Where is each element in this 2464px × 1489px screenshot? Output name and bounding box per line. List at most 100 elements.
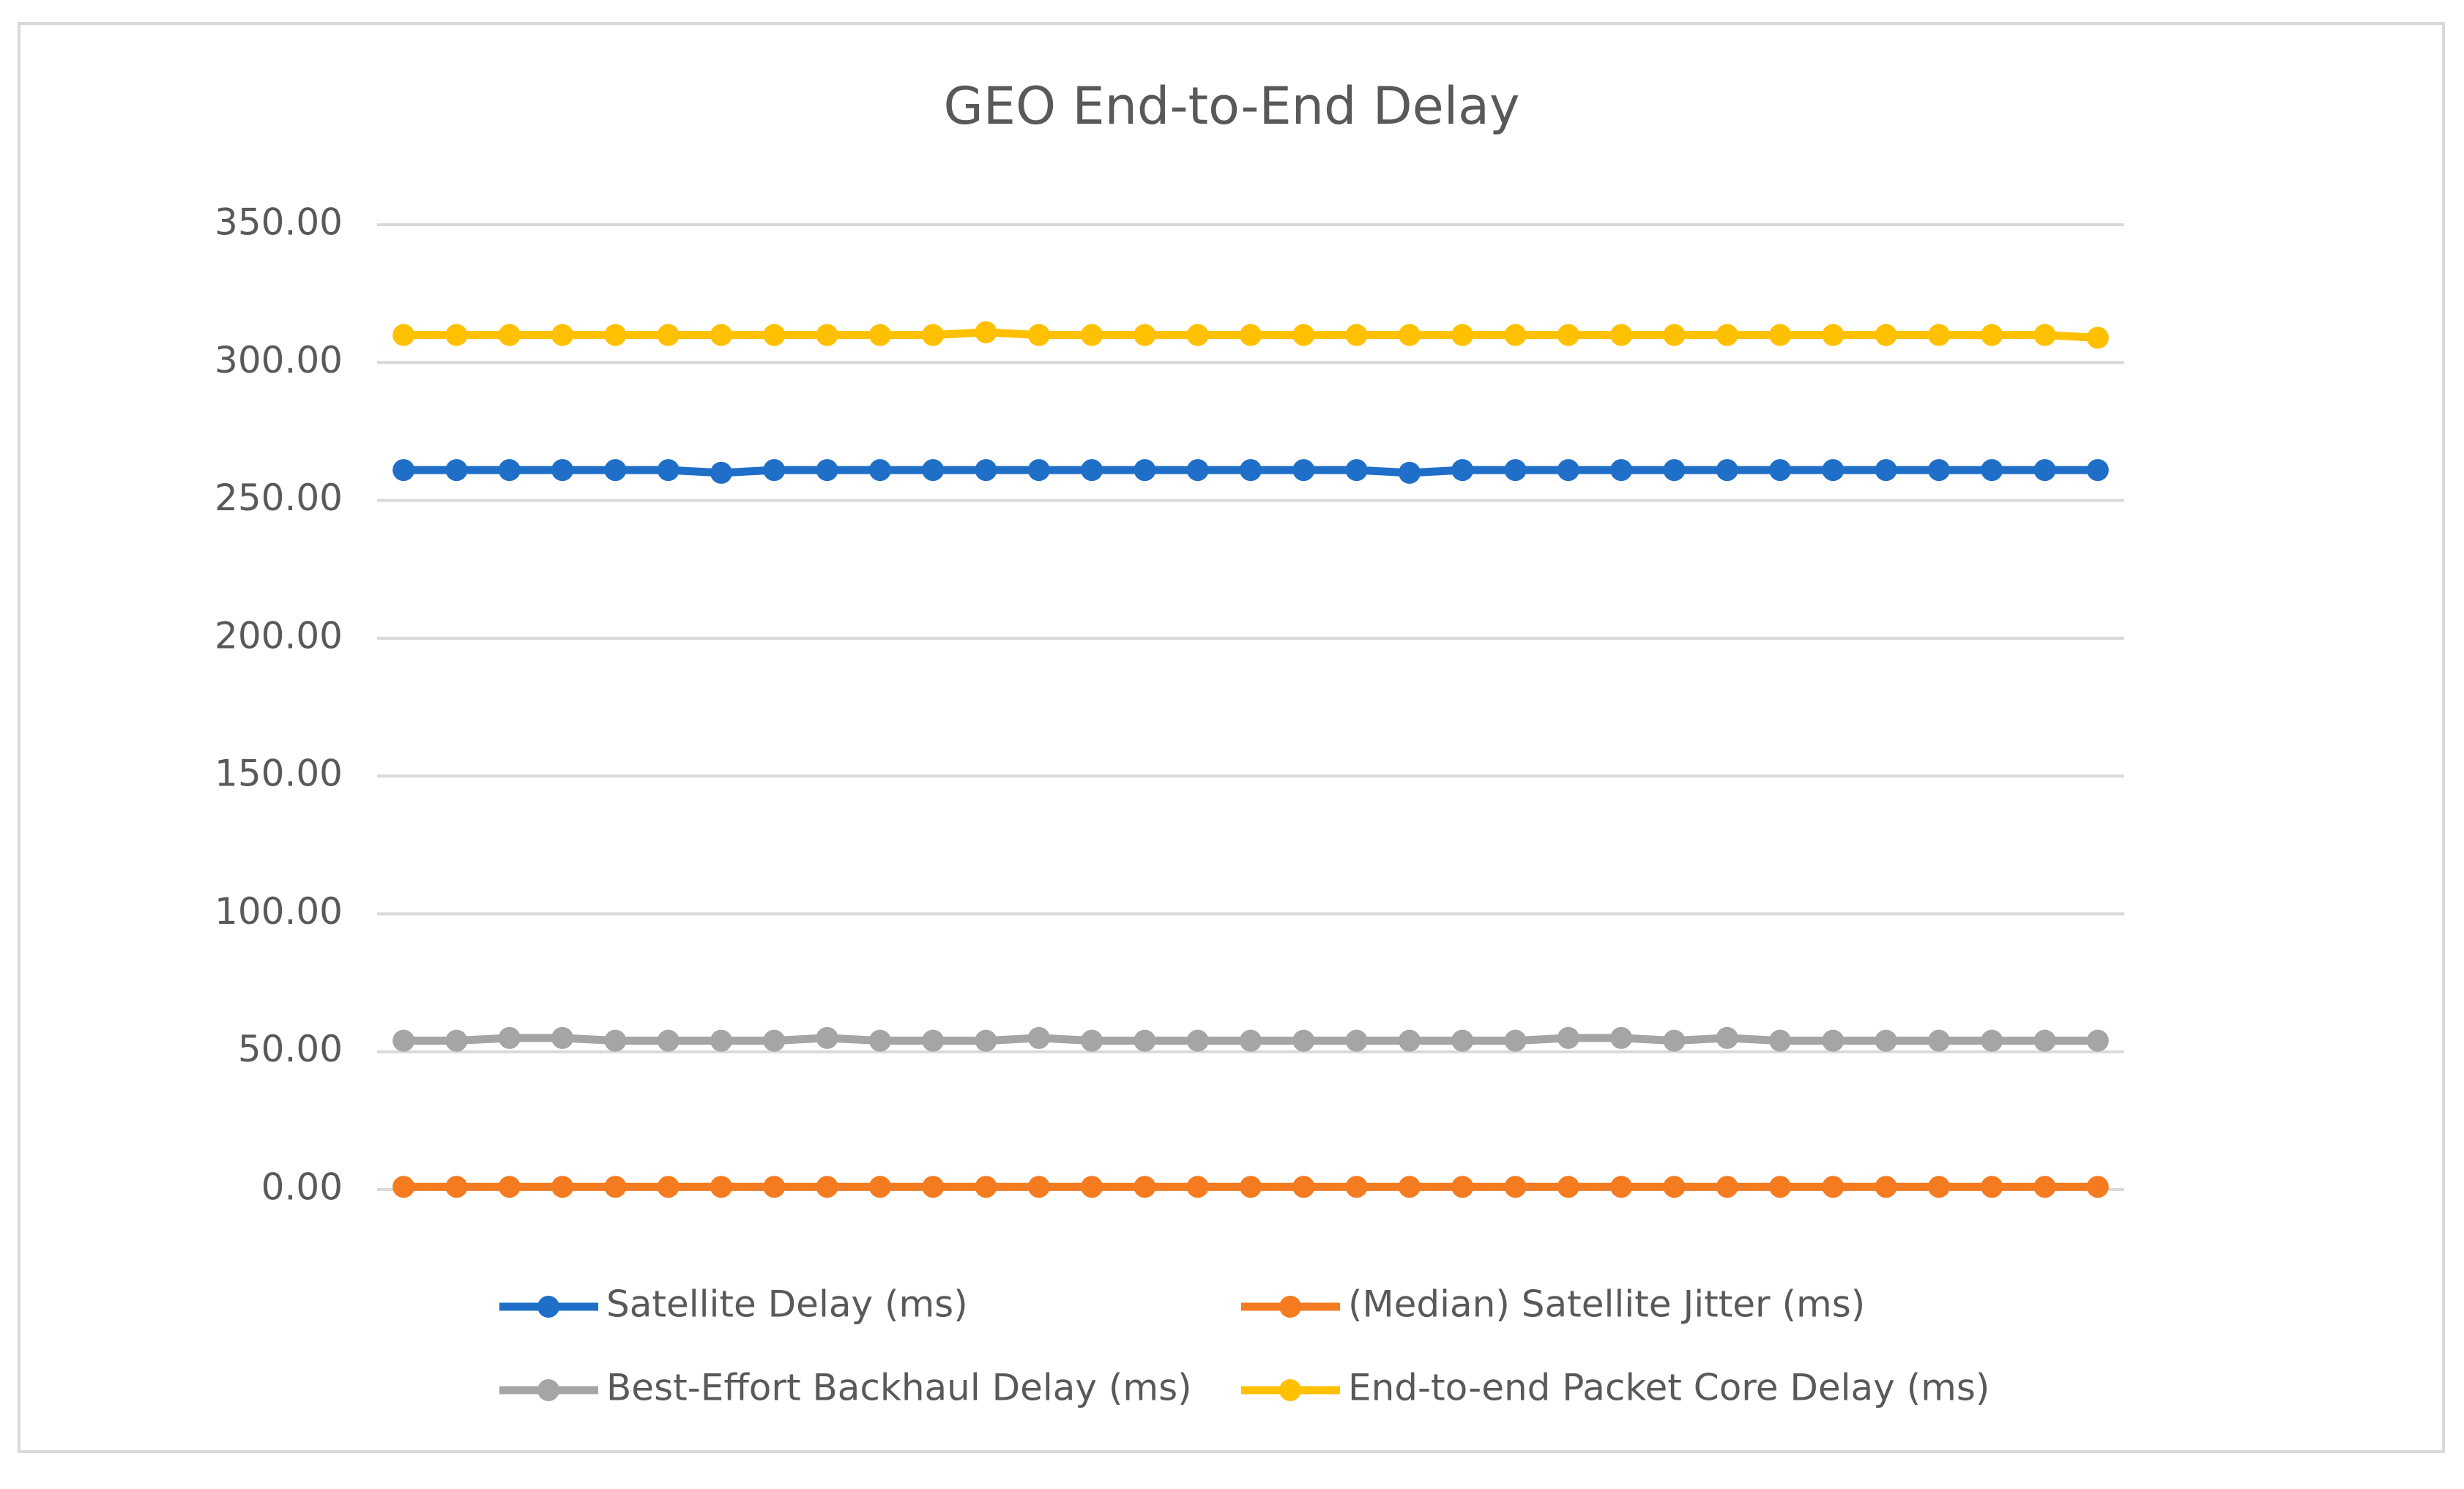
data-point bbox=[1292, 324, 1315, 346]
data-point bbox=[1557, 1026, 1579, 1049]
data-point bbox=[1134, 1176, 1156, 1198]
data-point bbox=[868, 1029, 891, 1052]
data-point bbox=[922, 324, 945, 346]
legend-marker bbox=[537, 1379, 559, 1401]
data-point bbox=[1027, 1176, 1050, 1198]
data-point bbox=[551, 459, 574, 482]
data-point bbox=[1081, 324, 1103, 346]
data-point bbox=[1186, 1176, 1209, 1198]
data-point bbox=[1398, 1029, 1421, 1052]
data-point bbox=[445, 459, 468, 482]
data-point bbox=[498, 1026, 521, 1049]
y-tick-label: 0.00 bbox=[261, 1166, 343, 1209]
data-point bbox=[1663, 1176, 1686, 1198]
data-point bbox=[2086, 1029, 2109, 1052]
data-point bbox=[763, 1176, 786, 1198]
data-point bbox=[2033, 1029, 2056, 1052]
y-tick-label: 350.00 bbox=[215, 201, 343, 244]
data-point bbox=[1504, 459, 1527, 482]
data-point bbox=[2086, 459, 2109, 482]
data-point bbox=[1504, 324, 1527, 346]
data-point bbox=[551, 324, 574, 346]
data-point bbox=[1769, 1029, 1792, 1052]
data-point bbox=[1451, 459, 1474, 482]
data-point bbox=[1716, 324, 1738, 346]
y-tick-label: 150.00 bbox=[215, 753, 343, 795]
data-point bbox=[1240, 324, 1262, 346]
data-point bbox=[445, 324, 468, 346]
data-point bbox=[1398, 324, 1421, 346]
data-point bbox=[1716, 1176, 1738, 1198]
data-point bbox=[1186, 324, 1209, 346]
data-point bbox=[392, 459, 415, 482]
data-point bbox=[1875, 1176, 1897, 1198]
data-point bbox=[1398, 461, 1421, 484]
data-point bbox=[1134, 1029, 1156, 1052]
data-point bbox=[1451, 1176, 1474, 1198]
data-point bbox=[1822, 324, 1845, 346]
data-point bbox=[657, 459, 680, 482]
data-point bbox=[1769, 1176, 1792, 1198]
data-point bbox=[498, 459, 521, 482]
data-point bbox=[498, 324, 521, 346]
data-point bbox=[710, 1176, 732, 1198]
y-tick-label: 250.00 bbox=[215, 477, 343, 519]
data-point bbox=[1981, 1029, 2003, 1052]
data-point bbox=[1663, 324, 1686, 346]
data-point bbox=[1716, 1026, 1738, 1049]
y-tick-label: 100.00 bbox=[215, 890, 343, 933]
data-point bbox=[1875, 459, 1897, 482]
data-point bbox=[816, 324, 838, 346]
data-point bbox=[1610, 459, 1633, 482]
data-point bbox=[1345, 324, 1368, 346]
data-point bbox=[1769, 459, 1792, 482]
data-point bbox=[1451, 1029, 1474, 1052]
data-point bbox=[868, 1176, 891, 1198]
data-point bbox=[1822, 459, 1845, 482]
data-point bbox=[816, 1026, 838, 1049]
data-point bbox=[763, 459, 786, 482]
data-point bbox=[1134, 459, 1156, 482]
data-point bbox=[551, 1176, 574, 1198]
data-point bbox=[1927, 459, 1950, 482]
legend-marker bbox=[1279, 1296, 1301, 1318]
data-point bbox=[922, 1176, 945, 1198]
data-point bbox=[1240, 459, 1262, 482]
y-tick-label: 300.00 bbox=[215, 339, 343, 381]
data-point bbox=[445, 1029, 468, 1052]
legend-label: (Median) Satellite Jitter (ms) bbox=[1348, 1283, 1865, 1326]
data-point bbox=[710, 324, 732, 346]
data-point bbox=[922, 1029, 945, 1052]
data-point bbox=[975, 321, 997, 343]
data-point bbox=[1557, 1176, 1579, 1198]
data-point bbox=[1927, 1176, 1950, 1198]
data-point bbox=[2033, 1176, 2056, 1198]
data-point bbox=[1345, 1029, 1368, 1052]
data-point bbox=[1769, 324, 1792, 346]
data-point bbox=[551, 1026, 574, 1049]
data-point bbox=[1027, 324, 1050, 346]
data-point bbox=[922, 459, 945, 482]
data-point bbox=[1292, 1029, 1315, 1052]
data-point bbox=[1875, 324, 1897, 346]
data-point bbox=[445, 1176, 468, 1198]
data-point bbox=[868, 324, 891, 346]
y-tick-label: 50.00 bbox=[238, 1028, 343, 1070]
data-point bbox=[2086, 326, 2109, 349]
data-point bbox=[975, 1176, 997, 1198]
data-point bbox=[1292, 1176, 1315, 1198]
data-point bbox=[657, 324, 680, 346]
data-point bbox=[1557, 324, 1579, 346]
data-point bbox=[1186, 1029, 1209, 1052]
data-point bbox=[1240, 1029, 1262, 1052]
data-point bbox=[1875, 1029, 1897, 1052]
data-point bbox=[1451, 324, 1474, 346]
data-point bbox=[1610, 324, 1633, 346]
data-point bbox=[2033, 459, 2056, 482]
data-point bbox=[816, 1176, 838, 1198]
data-point bbox=[816, 459, 838, 482]
data-point bbox=[1663, 459, 1686, 482]
data-point bbox=[710, 1029, 732, 1052]
data-point bbox=[2033, 324, 2056, 346]
data-point bbox=[1981, 324, 2003, 346]
